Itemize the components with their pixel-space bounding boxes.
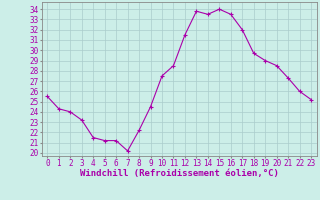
X-axis label: Windchill (Refroidissement éolien,°C): Windchill (Refroidissement éolien,°C) <box>80 169 279 178</box>
